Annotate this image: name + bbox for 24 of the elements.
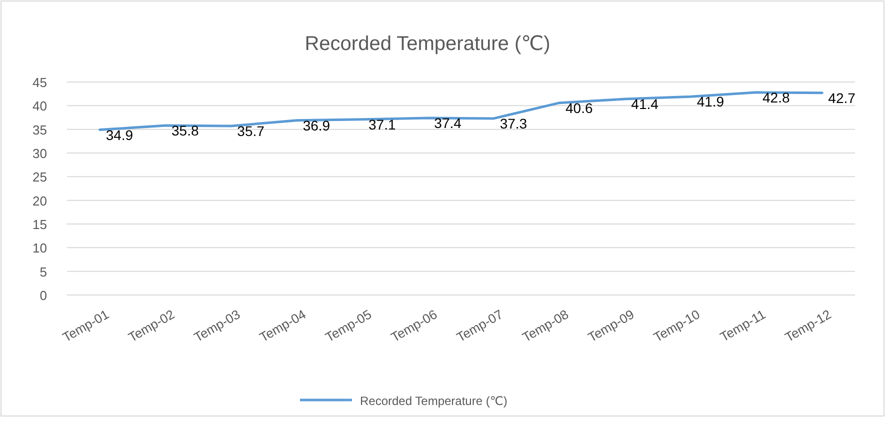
y-tick-label: 0	[40, 288, 47, 303]
data-label: 36.9	[302, 117, 330, 134]
y-tick-label: 25	[32, 170, 47, 185]
y-tick-label: 20	[32, 193, 47, 208]
y-tick-label: 5	[40, 264, 47, 280]
y-tick-label: 45	[32, 75, 47, 90]
data-label: 42.7	[828, 90, 856, 106]
y-tick-label: 15	[32, 217, 47, 232]
data-label: 34.9	[106, 126, 134, 143]
data-label: 35.7	[237, 123, 265, 140]
y-tick-label: 30	[32, 146, 47, 161]
data-label: 37.1	[368, 116, 396, 132]
data-label: 41.4	[631, 96, 659, 112]
legend-label: Recorded Temperature (℃)	[360, 394, 508, 408]
data-label: 41.9	[696, 94, 724, 110]
data-label: 37.3	[500, 115, 528, 132]
y-tick-label: 35	[32, 122, 47, 138]
data-label: 40.6	[566, 100, 593, 116]
data-label: 37.4	[434, 114, 462, 131]
data-label: 35.8	[172, 122, 199, 139]
data-label: 42.8	[762, 89, 790, 106]
y-tick-label: 10	[32, 240, 47, 256]
y-tick-label: 40	[32, 98, 47, 114]
chart-title: Recorded Temperature (℃)	[304, 33, 550, 55]
